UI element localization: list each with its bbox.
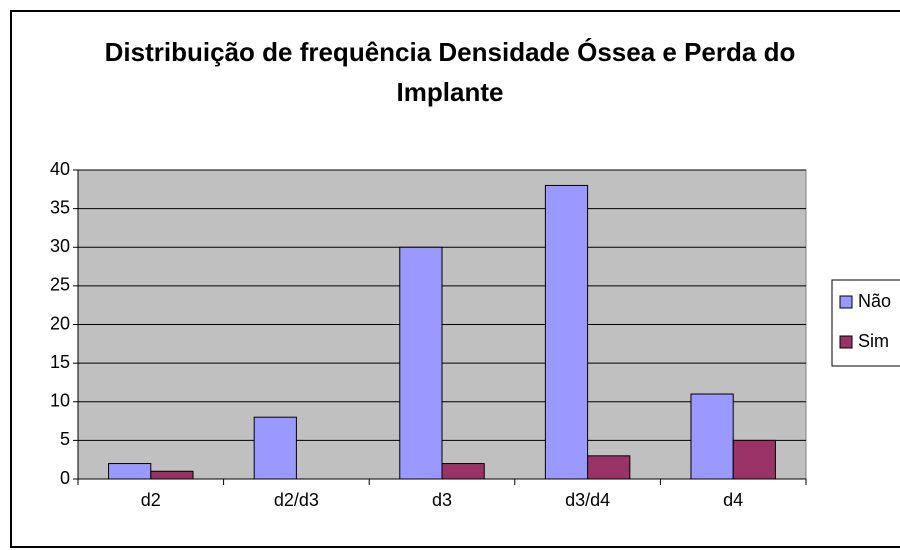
chart-title: Distribuição de frequência Densidade Óss… [104, 37, 796, 107]
bar [441, 463, 485, 480]
legend-box [831, 279, 900, 367]
y-tick-label: 20 [50, 313, 70, 333]
x-tick-label: d3 [432, 490, 452, 510]
bar [690, 393, 734, 480]
legend-label: Sim [858, 331, 889, 351]
y-tick-label: 10 [50, 391, 70, 411]
y-tick-label: 40 [50, 159, 70, 179]
y-tick-label: 15 [50, 352, 70, 372]
y-tick-label: 35 [50, 197, 70, 217]
y-tick-label: 30 [50, 236, 70, 256]
x-tick-label: d2/d3 [274, 490, 319, 510]
bar [108, 463, 152, 480]
x-tick-label: d3/d4 [565, 490, 610, 510]
legend-swatch [839, 335, 853, 349]
bar [150, 470, 194, 480]
bar [732, 439, 776, 480]
y-tick-label: 5 [60, 429, 70, 449]
bar [587, 455, 631, 480]
x-tick-label: d4 [723, 490, 743, 510]
x-tick-label: d2 [141, 490, 161, 510]
bar [544, 184, 589, 480]
bar [399, 246, 443, 480]
legend-label: Não [858, 291, 891, 311]
legend-swatch [839, 295, 853, 309]
y-tick-label: 25 [50, 275, 70, 295]
y-tick-label: 0 [60, 468, 70, 488]
bar [253, 416, 297, 480]
